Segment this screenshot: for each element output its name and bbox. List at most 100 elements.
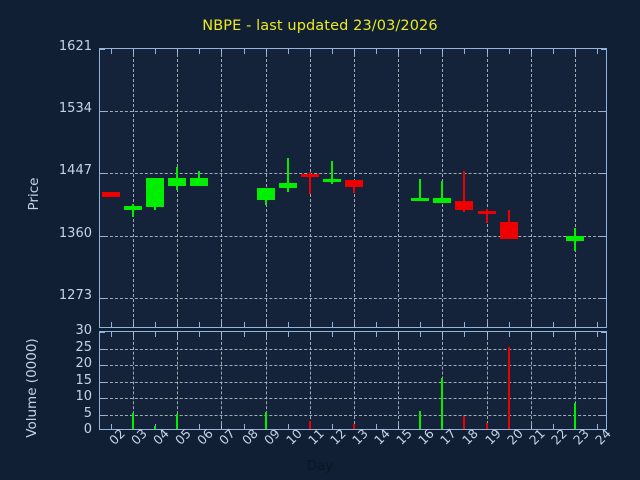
candlestick-body (433, 198, 452, 203)
x-axis-tick (155, 332, 157, 337)
x-axis-tick (420, 332, 422, 337)
horizontal-gridline (100, 111, 606, 113)
x-axis-tick (552, 49, 554, 54)
volume-plot-area (99, 331, 607, 430)
x-axis-tick (596, 424, 598, 429)
vertical-gridline (486, 332, 488, 429)
x-axis-tick (508, 322, 510, 327)
x-axis-tick (420, 322, 422, 327)
x-axis-tick (199, 332, 201, 337)
vertical-gridline (398, 49, 400, 327)
candlestick-body (124, 205, 143, 210)
price-tick-label: 1447 (58, 163, 92, 179)
candlestick-body (256, 188, 275, 200)
x-axis-tick (508, 49, 510, 54)
price-tick-label: 1360 (58, 225, 92, 241)
volume-tick-label: 15 (75, 372, 92, 388)
volume-bar (308, 421, 311, 429)
volume-axis-tick (100, 398, 105, 399)
x-axis-tick (243, 332, 245, 337)
x-axis-tick (331, 424, 333, 429)
x-axis-tick (376, 332, 378, 337)
price-tick-label: 1621 (58, 39, 92, 54)
volume-tick-label: 0 (83, 422, 92, 437)
horizontal-gridline (100, 173, 606, 175)
candlestick-body (455, 201, 474, 210)
vertical-gridline (574, 49, 576, 327)
vertical-gridline (133, 332, 135, 429)
vertical-gridline (309, 332, 311, 429)
y-axis-tick (601, 111, 606, 113)
horizontal-gridline (100, 365, 606, 366)
y-axis-tick (100, 111, 105, 113)
volume-bar (463, 415, 466, 429)
x-axis-tick (111, 332, 113, 337)
horizontal-gridline (100, 398, 606, 399)
candlestick-body (190, 177, 209, 187)
vertical-gridline (133, 49, 135, 327)
volume-axis-tick (601, 414, 606, 416)
x-axis-tick (552, 424, 554, 429)
x-axis-tick (287, 49, 289, 54)
vertical-gridline (221, 49, 223, 327)
x-axis-tick (287, 322, 289, 327)
x-axis-tick (243, 424, 245, 429)
x-axis-tick (376, 322, 378, 327)
volume-tick-label: 25 (75, 339, 92, 355)
x-axis-tick (331, 49, 333, 54)
x-axis-tick (243, 322, 245, 327)
volume-axis-tick (601, 348, 606, 350)
volume-axis-tick (100, 365, 105, 366)
x-axis-tick (199, 322, 201, 327)
volume-axis-tick (100, 348, 105, 350)
vertical-gridline (265, 332, 267, 429)
y-axis-tick (100, 173, 105, 175)
volume-bar (419, 410, 422, 429)
price-tick-label: 1273 (58, 287, 92, 303)
candlestick-wick (463, 171, 466, 213)
day-axis-title: Day (306, 458, 334, 474)
vertical-gridline (398, 332, 400, 429)
volume-bar (353, 424, 355, 429)
vertical-gridline (530, 332, 532, 429)
candlestick-body (499, 222, 518, 240)
x-axis-tick (596, 322, 598, 327)
candlestick-body (322, 179, 341, 183)
candlestick-body (146, 178, 165, 208)
volume-bar (154, 425, 157, 429)
candlestick-body (411, 198, 430, 202)
candlestick-wick (308, 172, 311, 195)
x-axis-tick (155, 322, 157, 327)
candlestick-body (102, 192, 121, 198)
volume-axis-title: Volume (0000) (24, 338, 40, 438)
x-axis-tick (376, 424, 378, 429)
volume-axis-tick (100, 381, 105, 383)
vertical-gridline (221, 332, 223, 429)
vertical-gridline (265, 49, 267, 327)
x-axis-tick (508, 332, 510, 337)
price-axis-title: Price (26, 177, 42, 211)
x-axis-tick (464, 49, 466, 54)
volume-bar (507, 346, 510, 429)
volume-axis-tick (601, 381, 606, 383)
volume-bar (441, 377, 444, 429)
price-plot-area (99, 48, 607, 328)
x-axis-tick (199, 424, 201, 429)
volume-axis-tick (601, 332, 606, 333)
horizontal-gridline (100, 297, 606, 299)
y-axis-tick (100, 297, 105, 299)
x-axis-tick (331, 332, 333, 337)
candlestick-wick (286, 158, 289, 193)
y-axis-tick (601, 297, 606, 299)
horizontal-gridline (100, 348, 606, 350)
horizontal-gridline (100, 381, 606, 383)
x-axis-tick (596, 332, 598, 337)
vertical-gridline (354, 332, 355, 429)
volume-tick-label: 5 (83, 405, 92, 421)
vertical-gridline (177, 332, 179, 429)
candlestick-body (345, 179, 363, 188)
candlestick-wick (132, 204, 135, 218)
candlestick-body (300, 174, 319, 178)
volume-tick-label: 30 (75, 323, 92, 338)
y-axis-tick (100, 49, 105, 50)
